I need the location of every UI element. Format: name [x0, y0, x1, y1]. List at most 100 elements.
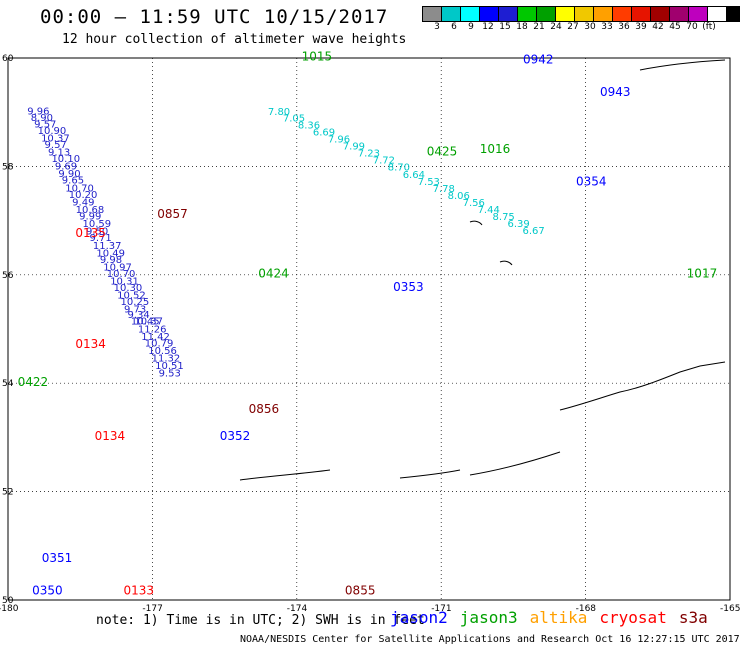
- colorbar-label: 18: [516, 22, 528, 32]
- pass-time-label: 0133: [124, 584, 155, 598]
- pass-time-label: 0855: [345, 584, 376, 598]
- swh-value-label: 7.05: [283, 113, 305, 124]
- pass-time-label: 0856: [249, 402, 280, 416]
- swh-value-label: 7.72: [373, 156, 395, 167]
- swh-value-label: 10.56: [148, 346, 177, 357]
- legend-item: jason2: [390, 608, 448, 627]
- swh-value-label: 9.49: [72, 197, 94, 208]
- swh-value-label: 9.71: [89, 233, 111, 244]
- pass-time-label: 0425: [427, 145, 458, 159]
- swh-value-label: 8.36: [298, 120, 320, 131]
- swh-value-label: 7.44: [478, 205, 500, 216]
- swh-value-label: 9.50: [86, 227, 108, 238]
- swh-value-label: 8.75: [493, 212, 515, 223]
- lon-tick-label: -171: [431, 604, 451, 614]
- swh-value-label: 11.37: [93, 241, 122, 252]
- pass-time-label: 0134: [75, 337, 106, 351]
- pass-time-label: 0942: [523, 52, 554, 66]
- colorbar-label: 9: [468, 22, 474, 32]
- swh-value-label: 10.31: [110, 277, 139, 288]
- swh-value-label: 9.65: [62, 176, 84, 187]
- lon-tick-label: -165: [720, 604, 740, 614]
- pass-time-label: 0422: [18, 375, 49, 389]
- lat-tick-label: 58: [2, 162, 14, 172]
- colorbar-label: 33: [601, 22, 613, 32]
- swh-value-label: 10.51: [155, 361, 184, 372]
- credit-text: NOAA/NESDIS Center for Satellite Applica…: [240, 634, 740, 645]
- lat-tick-label: 50: [2, 596, 14, 606]
- colorbar: [422, 6, 740, 22]
- swh-value-label: 9.99: [79, 212, 101, 223]
- colorbar-label: 39: [635, 22, 647, 32]
- lon-tick-label: -174: [287, 604, 308, 614]
- legend-item: altika: [529, 608, 588, 627]
- swh-value-label: 9.57: [45, 140, 67, 151]
- swh-value-label: 10.37: [134, 317, 163, 328]
- pass-time-label: 0134: [95, 429, 126, 443]
- swh-value-label: 6.39: [508, 219, 530, 230]
- swh-value-label: 6.69: [313, 128, 335, 139]
- colorbar-label: 27: [567, 22, 579, 32]
- lon-tick-label: -168: [576, 604, 597, 614]
- swh-value-label: 10.10: [51, 154, 80, 165]
- colorbar-label: (ft): [702, 22, 716, 32]
- pass-time-label: 1016: [480, 142, 511, 156]
- swh-value-label: 10.30: [114, 283, 143, 294]
- pass-time-label: 0351: [42, 551, 73, 565]
- swh-value-label: 7.78: [433, 184, 455, 195]
- colorbar-label: 6: [451, 22, 457, 32]
- swh-value-label: 8.90: [31, 113, 53, 124]
- swh-value-label: 7.96: [328, 135, 350, 146]
- coastline: [559, 361, 726, 411]
- legend-item: s3a: [678, 608, 708, 627]
- colorbar-label: 36: [618, 22, 630, 32]
- map-title: 00:00 – 11:59 UTC 10/15/2017: [40, 6, 389, 28]
- colorbar-label: 3: [434, 22, 440, 32]
- lat-tick-label: 56: [2, 271, 14, 281]
- pass-time-label: 0424: [258, 267, 289, 281]
- colorbar-label: 30: [584, 22, 596, 32]
- colorbar-label: 12: [482, 22, 494, 32]
- pass-time-label: 0354: [576, 174, 607, 188]
- map-frame: [7, 57, 731, 601]
- swh-value-label: 10.97: [103, 262, 132, 273]
- swh-value-label: 10.52: [117, 291, 146, 302]
- satellite-legend: jason2 jason3 altika cryosat s3a: [390, 608, 720, 627]
- swh-value-label: 8.06: [448, 191, 470, 202]
- coastline: [499, 260, 513, 266]
- swh-value-label: 9.13: [48, 148, 70, 159]
- pass-time-label: 1017: [687, 267, 718, 281]
- legend-item: cryosat: [599, 608, 667, 627]
- lat-tick-label: 52: [2, 488, 13, 498]
- swh-value-label: 10.70: [107, 269, 136, 280]
- lat-tick-label: 54: [2, 379, 14, 389]
- swh-value-label: 9.34: [127, 310, 149, 321]
- swh-value-label: 11.32: [152, 354, 181, 365]
- pass-time-label: 0135: [75, 226, 106, 240]
- colorbar-label: 21: [533, 22, 545, 32]
- swh-value-label: 10.20: [69, 190, 98, 201]
- swh-value-label: 6.67: [522, 226, 544, 237]
- lat-tick-label: 60: [2, 54, 14, 64]
- pass-time-label: 0943: [600, 85, 631, 99]
- swh-value-label: 10.59: [83, 219, 112, 230]
- swh-value-label: 10.37: [41, 133, 70, 144]
- swh-value-label: 9.96: [27, 106, 49, 117]
- swh-value-label: 6.64: [403, 170, 425, 181]
- colorbar-label: 15: [499, 22, 511, 32]
- lon-tick-label: -177: [142, 604, 162, 614]
- swh-value-label: 10.70: [65, 183, 94, 194]
- coastline: [469, 220, 483, 226]
- pass-time-label: 0350: [32, 584, 63, 598]
- swh-value-label: 10.90: [38, 126, 67, 137]
- lon-tick-label: -180: [0, 604, 19, 614]
- swh-value-label: 8.70: [388, 163, 410, 174]
- map-subtitle: 12 hour collection of altimeter wave hei…: [62, 32, 407, 47]
- swh-value-label: 7.80: [268, 107, 290, 118]
- swh-value-label: 7.99: [343, 142, 365, 153]
- coastline: [469, 451, 561, 476]
- swh-value-label: 10.68: [76, 205, 105, 216]
- legend-item: jason3: [459, 608, 518, 627]
- note-text: note: 1) Time is in UTC; 2) SWH is in fe…: [96, 613, 425, 628]
